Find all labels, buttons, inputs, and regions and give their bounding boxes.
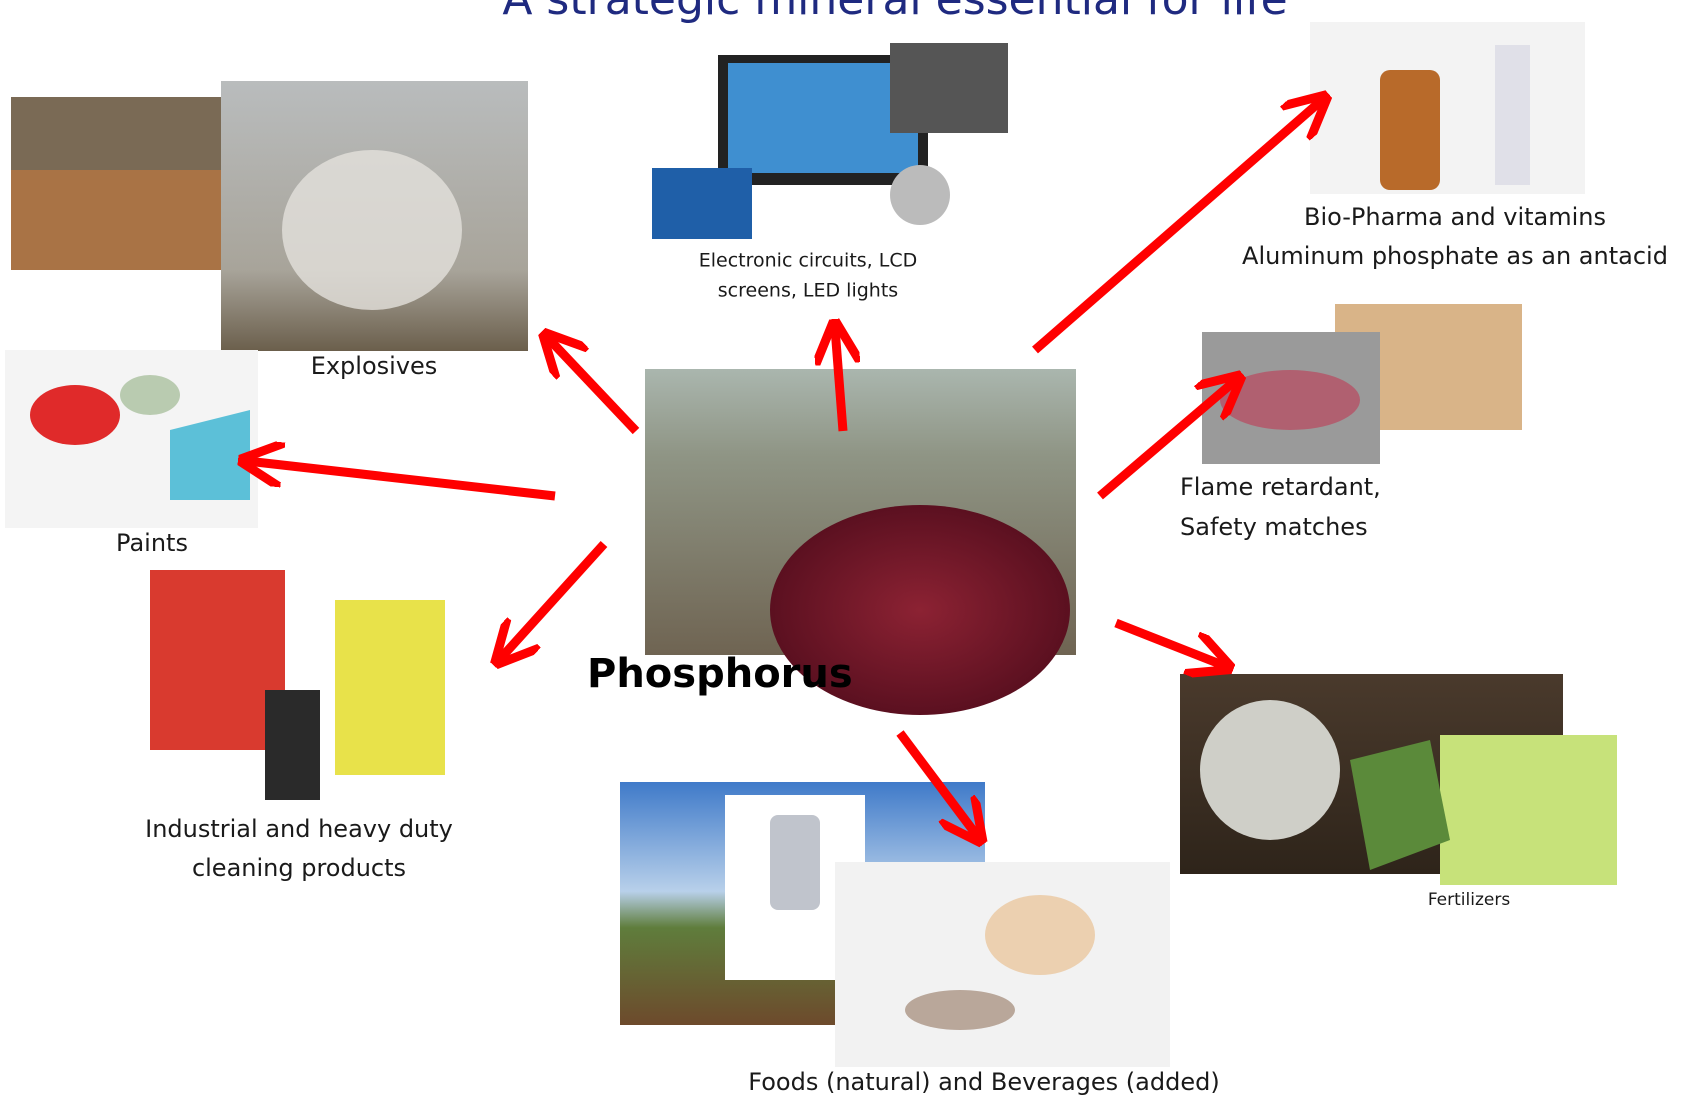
arrow <box>1035 100 1322 350</box>
image <box>985 895 1095 975</box>
arrow <box>247 461 555 496</box>
image <box>1495 45 1530 185</box>
node-label: Paints <box>116 529 188 557</box>
image <box>728 63 918 173</box>
image <box>1220 370 1360 430</box>
image <box>905 990 1015 1030</box>
node-label: Safety matches <box>1180 513 1368 541</box>
slide-title: A strategic mineral essential for life <box>502 0 1287 25</box>
image <box>30 385 120 445</box>
node-label: Electronic circuits, LCD <box>699 250 918 272</box>
image <box>265 690 320 800</box>
image <box>150 570 285 750</box>
node-label: Explosives <box>311 352 438 380</box>
node-label: Bio-Pharma and vitamins <box>1304 203 1606 231</box>
image <box>120 375 180 415</box>
node-label: Foods (natural) and Beverages (added) <box>748 1068 1219 1096</box>
node-label: Fertilizers <box>1428 890 1511 910</box>
node-label: Industrial and heavy duty <box>145 815 453 843</box>
node-label: cleaning products <box>192 854 406 882</box>
image <box>890 43 1008 133</box>
image <box>652 168 752 239</box>
image <box>1310 22 1585 194</box>
image <box>282 150 462 310</box>
node-label: screens, LED lights <box>718 280 898 302</box>
image <box>770 815 820 910</box>
image <box>1200 700 1340 840</box>
image <box>335 600 445 775</box>
center-label: Phosphorus <box>587 651 853 697</box>
image <box>835 862 1170 1067</box>
node-label: Aluminum phosphate as an antacid <box>1242 242 1668 270</box>
arrow <box>500 544 604 659</box>
slide: A strategic mineral essential for life <box>0 0 1690 1100</box>
image <box>890 165 950 225</box>
node-label: Flame retardant, <box>1180 473 1381 501</box>
image <box>1440 735 1617 885</box>
arrow <box>548 338 636 431</box>
arrow <box>1116 623 1225 666</box>
image <box>1380 70 1440 190</box>
